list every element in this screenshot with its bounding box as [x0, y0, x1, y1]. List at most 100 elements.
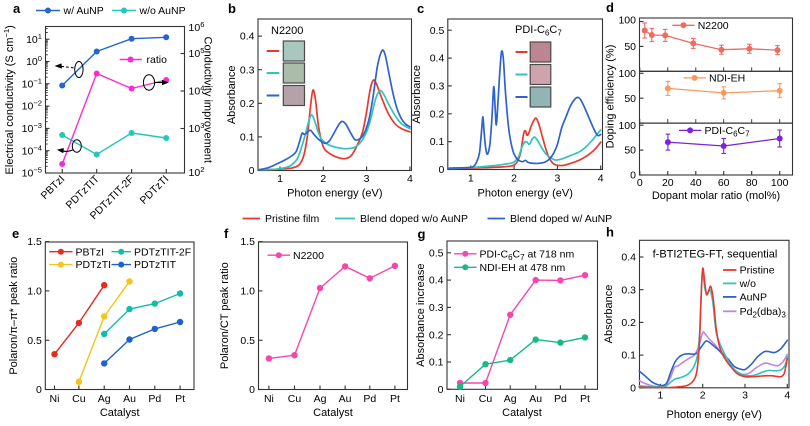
svg-text:0.4: 0.4	[429, 275, 444, 287]
svg-text:100: 100	[618, 68, 636, 80]
svg-text:2: 2	[320, 173, 326, 185]
svg-text:Ag: Ag	[504, 393, 517, 405]
svg-text:100: 100	[618, 14, 636, 26]
svg-text:Pd: Pd	[363, 393, 376, 405]
svg-text:d: d	[606, 0, 614, 15]
svg-text:0.3: 0.3	[240, 64, 255, 76]
svg-text:Au: Au	[339, 393, 352, 405]
svg-text:3: 3	[364, 173, 370, 185]
svg-text:PDTzTIT-2F: PDTzTIT-2F	[134, 246, 191, 258]
svg-text:Pristine: Pristine	[740, 265, 775, 277]
svg-text:Ag: Ag	[314, 393, 327, 405]
svg-text:Pt: Pt	[580, 393, 590, 405]
svg-text:3: 3	[554, 173, 560, 185]
svg-text:Ni: Ni	[455, 393, 465, 405]
svg-text:PDI-C6C7: PDI-C6C7	[705, 125, 751, 139]
svg-text:Cu: Cu	[479, 393, 493, 405]
svg-text:1.5: 1.5	[240, 236, 255, 248]
svg-text:w/o AuNP: w/o AuNP	[139, 5, 186, 17]
svg-text:Absorbance: Absorbance	[411, 65, 423, 124]
svg-text:Doping efficiency (%): Doping efficiency (%)	[605, 45, 617, 149]
svg-text:2: 2	[511, 173, 517, 185]
svg-text:Ni: Ni	[50, 393, 60, 405]
svg-text:50: 50	[624, 93, 636, 105]
svg-text:AuNP: AuNP	[740, 292, 767, 304]
svg-text:0.1: 0.1	[429, 357, 444, 369]
svg-text:Photon energy (eV): Photon energy (eV)	[287, 188, 382, 200]
svg-text:NDI-EH at 478 nm: NDI-EH at 478 nm	[480, 262, 566, 274]
svg-text:PDTzTIT: PDTzTIT	[134, 259, 177, 271]
svg-text:1: 1	[468, 173, 474, 185]
svg-text:4: 4	[598, 173, 604, 185]
svg-text:3: 3	[742, 390, 748, 402]
svg-text:0.3: 0.3	[430, 81, 445, 93]
svg-text:Catalyst: Catalyst	[100, 407, 140, 419]
svg-text:0: 0	[36, 384, 42, 396]
svg-text:Dopant molar ratio (mol%): Dopant molar ratio (mol%)	[652, 190, 780, 202]
svg-text:60: 60	[718, 177, 730, 189]
svg-text:Ni: Ni	[264, 393, 274, 405]
svg-text:100: 100	[771, 177, 789, 189]
svg-text:100: 100	[618, 120, 636, 132]
svg-text:Electrical conductivity (S cm−: Electrical conductivity (S cm−1)	[2, 25, 16, 174]
svg-text:0.5: 0.5	[429, 247, 444, 259]
svg-text:h: h	[606, 225, 614, 240]
svg-text:Ag: Ag	[98, 393, 111, 405]
svg-text:Polaron/CT peak ratio: Polaron/CT peak ratio	[219, 262, 231, 369]
svg-text:50: 50	[624, 41, 636, 53]
svg-text:a: a	[13, 1, 21, 16]
svg-text:N2200: N2200	[293, 250, 324, 262]
svg-text:Pt: Pt	[390, 393, 400, 405]
svg-text:Catalyst: Catalyst	[502, 407, 542, 419]
svg-text:PDI-C6C7 at 718 nm: PDI-C6C7 at 718 nm	[480, 248, 575, 262]
svg-text:PDTzTI: PDTzTI	[76, 259, 112, 271]
svg-text:Absorbance: Absorbance	[226, 65, 238, 124]
svg-text:Blend doped w/o AuNP: Blend doped w/o AuNP	[360, 213, 468, 225]
svg-text:2: 2	[700, 390, 706, 402]
svg-text:1.5: 1.5	[27, 236, 42, 248]
svg-text:Polaron/π–π* peak ratio: Polaron/π–π* peak ratio	[8, 257, 20, 375]
svg-text:Conductivity improvement: Conductivity improvement	[202, 37, 214, 164]
svg-text:0: 0	[438, 164, 444, 176]
svg-text:PBTzI: PBTzI	[76, 246, 105, 258]
svg-text:40: 40	[690, 177, 702, 189]
svg-text:0.1: 0.1	[240, 132, 255, 144]
svg-text:0: 0	[249, 384, 255, 396]
svg-text:0.2: 0.2	[621, 317, 636, 329]
svg-text:1.0: 1.0	[27, 286, 42, 298]
svg-text:f: f	[224, 226, 229, 241]
svg-text:b: b	[228, 1, 236, 16]
svg-text:e: e	[12, 226, 19, 241]
svg-text:0.5: 0.5	[430, 25, 445, 37]
svg-text:Cu: Cu	[288, 393, 302, 405]
svg-text:Blend doped w/ AuNP: Blend doped w/ AuNP	[510, 213, 612, 225]
svg-text:0.4: 0.4	[240, 31, 255, 43]
svg-text:Photon energy (eV): Photon energy (eV)	[478, 188, 573, 200]
svg-text:0.4: 0.4	[430, 53, 445, 65]
svg-text:Cu: Cu	[72, 393, 86, 405]
svg-text:0: 0	[249, 165, 255, 177]
svg-text:4: 4	[407, 173, 413, 185]
svg-text:Pt: Pt	[175, 393, 185, 405]
svg-text:Catalyst: Catalyst	[313, 407, 353, 419]
svg-text:0.2: 0.2	[429, 329, 444, 341]
svg-text:PDI-C6C7: PDI-C6C7	[515, 24, 562, 38]
svg-text:0.2: 0.2	[430, 108, 445, 120]
svg-text:0: 0	[438, 384, 444, 396]
svg-text:1.0: 1.0	[240, 286, 255, 298]
svg-text:Pd: Pd	[554, 393, 567, 405]
svg-text:ratio: ratio	[147, 54, 168, 66]
svg-text:0.3: 0.3	[621, 284, 636, 296]
svg-text:N2200: N2200	[698, 20, 729, 32]
svg-text:0.5: 0.5	[27, 335, 42, 347]
svg-text:w/o: w/o	[739, 278, 757, 290]
svg-text:NDI-EH: NDI-EH	[709, 73, 745, 85]
svg-text:Au: Au	[123, 393, 136, 405]
svg-text:0.5: 0.5	[240, 335, 255, 347]
svg-text:c: c	[417, 1, 424, 16]
svg-text:0.1: 0.1	[621, 350, 636, 362]
svg-text:0: 0	[630, 170, 636, 182]
svg-text:Absorbance: Absorbance	[603, 285, 615, 344]
svg-text:1: 1	[277, 173, 283, 185]
svg-text:50: 50	[624, 145, 636, 157]
